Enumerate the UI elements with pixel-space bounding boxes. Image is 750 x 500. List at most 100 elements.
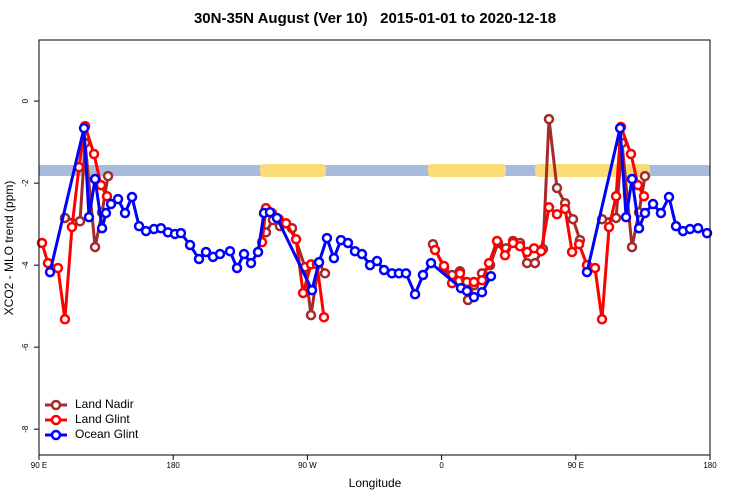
data-point [514,241,526,252]
legend-swatch-marker [50,414,62,426]
data-point [655,207,667,219]
data-point [468,276,480,288]
legend-swatch-marker [50,429,62,441]
data-point [543,113,555,125]
x-tick-label: 90 E [31,461,47,470]
legend-label: Land Nadir [75,397,134,411]
plot-frame [38,39,711,456]
data-point [596,314,608,325]
legend-label: Land Glint [75,412,130,426]
land-band [428,164,506,177]
data-point [280,218,292,229]
x-tick-label: 90 E [568,461,584,470]
data-point [224,245,236,257]
data-point [101,190,113,202]
land-band [260,164,326,177]
data-point [566,246,578,258]
data-point [133,220,145,232]
data-point [663,191,675,203]
data-point [290,234,302,245]
data-point [313,257,325,268]
data-point [89,173,101,185]
plot-area [36,113,713,325]
data-point [66,221,78,233]
data-point [36,237,48,249]
data-point [589,262,601,274]
data-point [231,262,243,274]
data-point [318,311,330,323]
data-point [252,246,264,258]
data-point [461,285,473,297]
data-point [581,266,593,278]
data-point [701,227,713,239]
x-tick-label: 180 [703,461,717,470]
data-point [342,237,354,249]
data-point [567,213,579,225]
land-ocean-strip [39,164,710,177]
data-point [184,239,196,251]
data-point [573,238,585,250]
ocean-band [39,165,710,176]
data-point [245,257,257,269]
data-point [44,266,56,278]
data-point [476,286,488,298]
data-point [264,206,276,218]
data-point [639,207,651,219]
data-point [499,250,511,261]
data-point [543,202,555,213]
data-point [425,257,437,269]
data-point [126,191,138,203]
data-point [52,262,64,274]
data-point [529,257,541,269]
data-point [100,207,112,219]
data-point [454,268,466,279]
data-point [59,314,71,325]
data-point [328,252,340,264]
data-point [78,122,90,134]
data-point [400,268,412,279]
data-point [429,244,441,256]
data-point [614,122,626,134]
data-point [74,216,86,227]
data-point [417,269,429,281]
data-point [409,288,421,300]
data-point [83,211,95,223]
data-point [551,209,563,220]
data-point [483,257,495,269]
data-point [476,275,488,286]
y-tick-label: -6 [21,343,30,351]
data-point [485,270,497,282]
data-point [102,170,114,182]
data-point [214,248,226,260]
data-point [638,190,650,202]
legend-swatch-marker [50,399,62,411]
data-point [297,287,309,299]
data-point [692,222,704,234]
data-point [105,198,117,210]
data-point [356,248,368,260]
data-point [96,222,108,234]
data-point [603,221,615,233]
y-tick-label: 0 [21,98,30,103]
data-point [112,193,124,205]
x-tick-label: 90 W [298,461,317,470]
data-point [610,190,622,202]
data-point [626,241,638,253]
data-point [625,148,637,160]
data-point [559,203,571,215]
x-tick-label: 0 [439,461,444,470]
data-point [620,211,632,223]
data-point [305,309,317,321]
data-point [319,268,331,279]
data-point [468,291,480,303]
data-point [551,182,563,194]
data-point [535,245,547,257]
data-point [491,235,503,247]
y-tick-label: -2 [21,179,30,187]
data-point [633,222,645,234]
chart-title: 30N-35N August (Ver 10) 2015-01-01 to 20… [194,10,556,27]
